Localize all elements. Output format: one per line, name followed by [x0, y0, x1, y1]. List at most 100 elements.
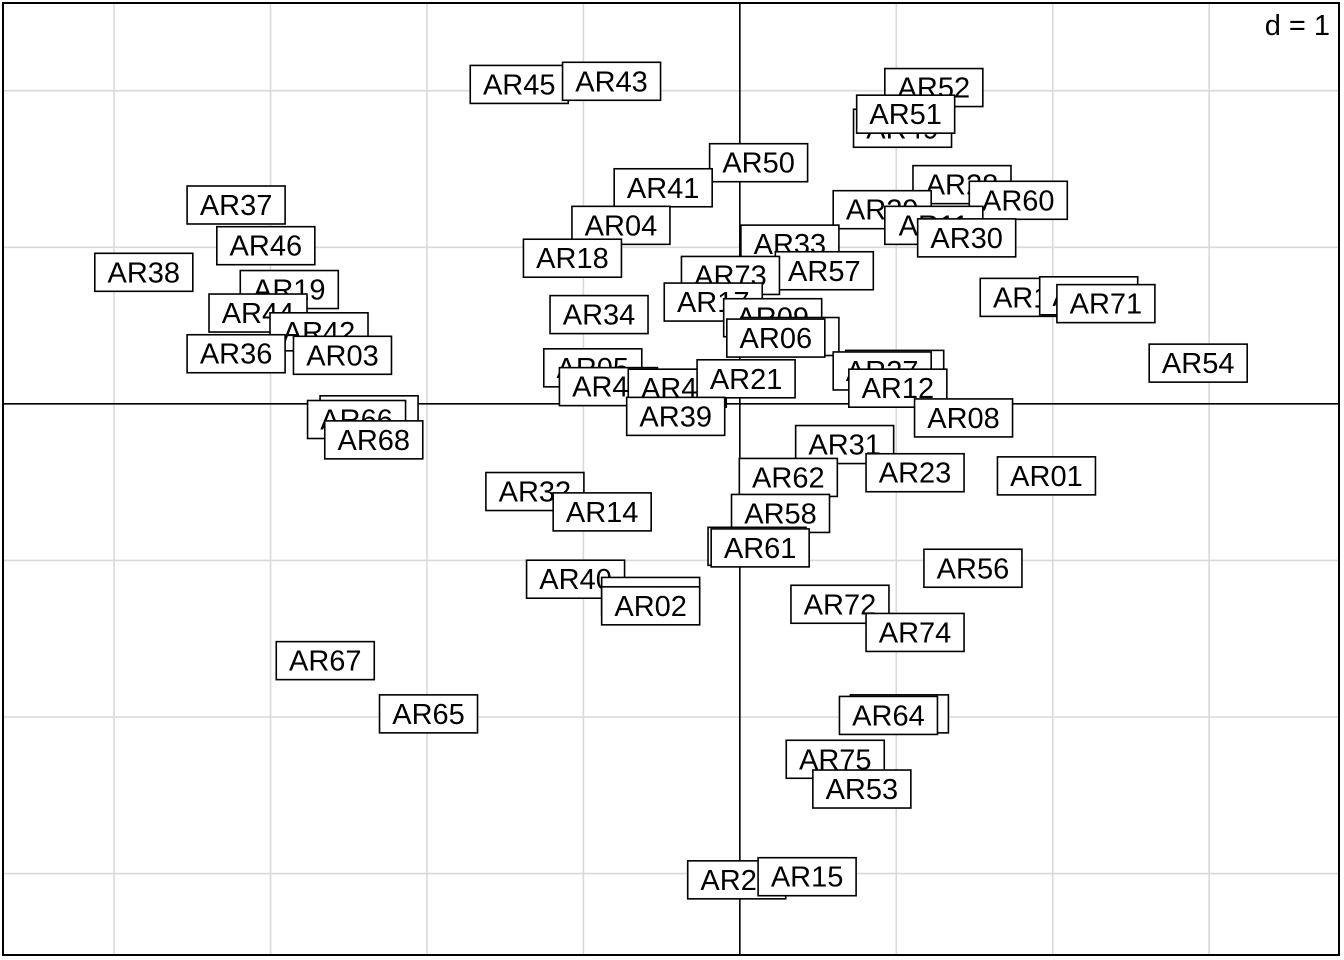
label-text: AR14	[566, 497, 639, 529]
point-label-ar06: AR06	[726, 318, 826, 358]
point-label-ar53: AR53	[812, 769, 912, 809]
label-text: AR04	[585, 210, 658, 242]
label-text: AR74	[879, 617, 952, 649]
point-label-ar41: AR41	[613, 167, 713, 208]
point-label-ar65: AR65	[378, 694, 479, 734]
label-box	[968, 180, 1069, 221]
label-box	[838, 695, 939, 736]
point-label-ar74: AR74	[865, 612, 965, 653]
point-label-ar14: AR14	[552, 492, 652, 532]
label-text: AR37	[200, 190, 273, 222]
label-text: AR39	[639, 401, 712, 433]
label-box	[708, 142, 809, 183]
label-text: AR40	[539, 564, 612, 596]
point-label-ar37: AR37	[186, 185, 286, 225]
label-box	[613, 167, 713, 208]
label-box	[996, 456, 1097, 496]
label-text: AR06	[740, 323, 813, 355]
point-label-ar18: AR18	[522, 238, 623, 279]
label-box	[1056, 283, 1156, 324]
point-label-ar54: AR54	[1148, 343, 1249, 383]
label-text: AR02	[614, 591, 687, 623]
label-text: AR67	[289, 646, 362, 678]
label-box	[93, 252, 194, 293]
label-text: AR21	[710, 364, 783, 396]
point-label-ar62: AR62	[738, 457, 839, 498]
label-box	[378, 694, 479, 734]
label-text: AR46	[230, 231, 303, 263]
label-text: AR15	[771, 862, 844, 894]
grid-lines	[3, 3, 1339, 955]
label-text: AR53	[826, 774, 899, 806]
label-box	[812, 769, 912, 809]
label-box	[696, 358, 796, 399]
label-text: AR38	[108, 257, 181, 289]
label-text: AR01	[1010, 461, 1083, 493]
point-label-ar72: AR72	[790, 584, 890, 625]
point-label-ar51: AR51	[855, 94, 956, 134]
point-label-ar68: AR68	[323, 420, 424, 460]
point-label-ar30: AR30	[916, 218, 1017, 258]
label-text: AR65	[392, 699, 465, 731]
label-text: AR34	[563, 300, 636, 332]
label-box	[522, 238, 623, 279]
label-box	[323, 420, 424, 460]
label-box	[186, 185, 286, 225]
point-label-ar15: AR15	[757, 856, 857, 897]
point-label-ar36: AR36	[186, 333, 286, 374]
point-label-ar04: AR04	[571, 205, 671, 246]
label-box	[1148, 343, 1249, 383]
label-text: AR36	[200, 339, 273, 371]
label-box	[600, 586, 701, 626]
label-box	[726, 318, 826, 358]
point-label-ar45: AR45	[469, 64, 570, 105]
label-box	[865, 612, 965, 653]
point-label-ar71: AR71	[1056, 283, 1156, 324]
point-label-ar61: AR61	[710, 528, 810, 568]
label-text: AR30	[930, 223, 1003, 255]
label-box	[552, 492, 652, 532]
point-label-ar31: AR31	[794, 424, 895, 465]
point-label-ar67: AR67	[275, 640, 376, 681]
label-box	[916, 218, 1017, 258]
label-text: AR64	[852, 700, 925, 732]
point-label-ar43: AR43	[561, 61, 662, 102]
label-text: AR23	[879, 458, 952, 490]
label-box	[549, 294, 649, 335]
point-label-ar02: AR02	[600, 586, 701, 626]
point-label-ar58: AR58	[730, 493, 831, 534]
label-box	[757, 856, 857, 897]
label-text: AR43	[575, 66, 648, 98]
label-text: AR57	[788, 256, 861, 288]
point-label-ar60: AR60	[968, 180, 1069, 221]
label-box	[730, 493, 831, 534]
label-text: AR08	[927, 403, 1000, 435]
label-text: AR60	[982, 185, 1055, 217]
label-text: AR51	[869, 99, 942, 131]
label-text: AR72	[804, 589, 877, 621]
scale-label: d = 1	[1265, 10, 1330, 42]
label-text: AR54	[1162, 348, 1235, 380]
label-box	[292, 335, 393, 376]
label-box	[710, 528, 810, 568]
point-label-ar57: AR57	[774, 250, 875, 291]
label-text: AR61	[724, 533, 797, 565]
point-label-ar34: AR34	[549, 294, 649, 335]
point-label-ar50: AR50	[708, 142, 809, 183]
label-text: AR18	[536, 243, 609, 275]
point-label-ar21: AR21	[696, 358, 796, 399]
origin-axes	[3, 3, 1339, 955]
label-box	[913, 398, 1014, 438]
label-text: AR71	[1070, 289, 1143, 321]
point-label-ar39: AR39	[625, 396, 726, 437]
label-box	[571, 205, 671, 246]
label-box	[186, 333, 286, 374]
point-label-ar08: AR08	[913, 398, 1014, 438]
label-box	[275, 640, 376, 681]
label-text: AR03	[306, 340, 379, 372]
label-text: AR62	[752, 462, 825, 494]
label-text: AR56	[937, 553, 1010, 585]
point-label-ar03: AR03	[292, 335, 393, 376]
